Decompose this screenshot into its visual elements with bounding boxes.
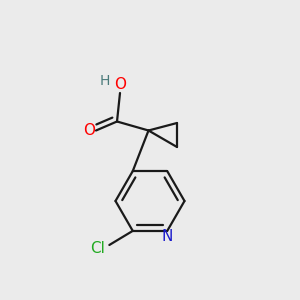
- Text: O: O: [114, 77, 126, 92]
- Text: Cl: Cl: [90, 242, 105, 256]
- Text: O: O: [83, 123, 95, 138]
- Text: N: N: [162, 229, 173, 244]
- Text: H: H: [100, 74, 110, 88]
